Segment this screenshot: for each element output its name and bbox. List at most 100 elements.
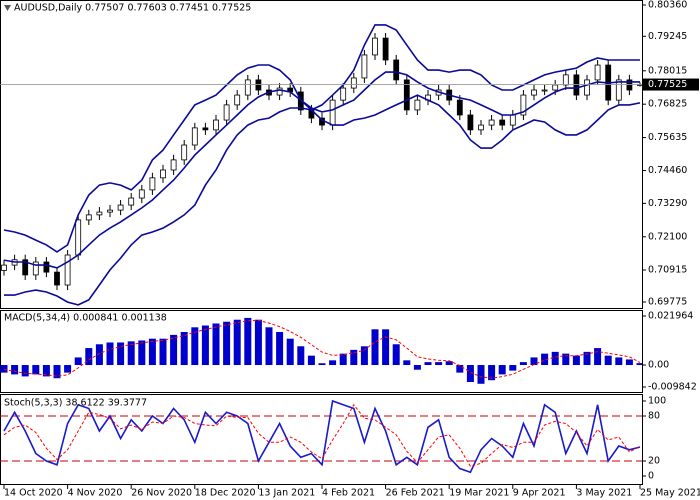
candle-body: [403, 79, 410, 111]
macd-bar: [64, 365, 72, 373]
y-tick-label: 0.73290: [648, 198, 687, 209]
macd-bar: [127, 341, 135, 366]
y-tick-label: 0.74460: [648, 165, 687, 176]
candle-body: [1, 264, 7, 271]
candle-body: [594, 64, 601, 81]
candle-body: [509, 114, 516, 126]
y-tick-label: 100: [648, 396, 666, 407]
macd-bar: [382, 329, 390, 366]
candle-body: [213, 119, 219, 131]
macd-bar: [85, 348, 93, 366]
macd-bar: [117, 342, 125, 366]
candle-body: [160, 169, 166, 179]
price-plot: [0, 24, 642, 306]
macd-bar: [191, 327, 199, 366]
candle-body: [414, 99, 421, 111]
macd-bar: [138, 340, 146, 366]
candle-body: [562, 74, 569, 86]
candle-body: [128, 197, 135, 206]
macd-panel: [0, 310, 643, 393]
candle-body: [54, 271, 60, 286]
y-tick-label: 0.78015: [648, 65, 687, 76]
candle-body: [573, 74, 580, 96]
macd-bar: [488, 365, 496, 381]
stoch-plot: [0, 399, 642, 474]
candle-body: [149, 177, 156, 191]
candle-body: [361, 54, 368, 79]
last-price-label: 0.77525: [648, 79, 687, 90]
macd-bar: [625, 359, 633, 366]
candle-body: [499, 119, 506, 126]
macd-bar: [572, 355, 580, 366]
macd-bar: [148, 338, 156, 366]
macd-bar: [286, 338, 294, 366]
candle-body: [541, 89, 548, 92]
macd-bar: [276, 331, 284, 366]
macd-bar: [212, 323, 220, 366]
macd-bar: [95, 344, 103, 366]
stoch-title: Stoch(5,3,3) 38.6122 39.3777: [4, 398, 147, 409]
y-tick-label: 0.69775: [648, 297, 687, 308]
macd-bar: [106, 342, 114, 366]
stoch-signal: [3, 403, 641, 467]
macd-title: MACD(5,34,4) 0.000841 0.001138: [4, 313, 167, 324]
last-price-box: [643, 78, 699, 91]
macd-bar: [318, 363, 326, 366]
macd-bar: [445, 361, 453, 366]
macd-bar: [350, 349, 358, 366]
stoch-panel: [0, 394, 643, 485]
macd-bar: [32, 365, 40, 375]
candle-body: [584, 79, 590, 96]
candle-body: [117, 204, 124, 211]
candle-body: [255, 79, 262, 91]
candle-body: [615, 79, 622, 101]
macd-bar: [21, 365, 29, 377]
y-tick-label: 0.80360: [648, 0, 687, 11]
macd-bar: [435, 362, 443, 366]
macd-bar: [307, 355, 315, 366]
upper-band: [3, 24, 640, 253]
candle-body: [531, 89, 537, 96]
candle-body: [202, 127, 209, 131]
candle-body: [467, 114, 474, 131]
candle-body: [552, 84, 559, 91]
y-tick-label: 0.00: [648, 360, 669, 371]
signal-line: [3, 319, 641, 379]
macd-bar: [519, 362, 527, 366]
x-tick-label: 13 Jan 2021: [258, 488, 315, 499]
y-tick-label: -0.009842: [648, 382, 697, 393]
macd-bar: [530, 357, 538, 366]
candle-body: [626, 79, 633, 91]
macd-bar: [0, 365, 8, 373]
macd-bar: [201, 325, 209, 366]
y-tick-label: 0: [648, 471, 654, 482]
macd-bar: [180, 331, 188, 366]
x-tick-label: 18 Dec 2020: [195, 488, 256, 499]
candle-body: [75, 219, 82, 256]
macd-bar: [223, 321, 231, 366]
price-title: AUDUSD,Daily 0.77507 0.77603 0.77451 0.7…: [14, 3, 251, 14]
candle-body: [107, 209, 113, 213]
candle-body: [520, 94, 527, 116]
macd-bar: [371, 329, 379, 366]
candle-body: [138, 189, 145, 199]
macd-bar: [477, 365, 485, 384]
middle-band: [3, 71, 640, 269]
macd-bar: [541, 353, 549, 366]
macd-bar: [403, 360, 411, 366]
x-tick-label: 25 May 2021: [640, 488, 700, 499]
candle-body: [32, 261, 39, 276]
y-tick-label: 0.72100: [648, 231, 687, 242]
candle-body: [382, 37, 389, 61]
candle-body: [488, 119, 495, 126]
x-tick-label: 26 Feb 2021: [386, 488, 445, 499]
macd-bar: [583, 351, 591, 366]
candle-body: [43, 261, 50, 273]
candle-body: [181, 144, 188, 161]
x-tick-label: 19 Mar 2021: [449, 488, 509, 499]
candle-body: [96, 211, 103, 216]
candle-body: [340, 87, 347, 101]
